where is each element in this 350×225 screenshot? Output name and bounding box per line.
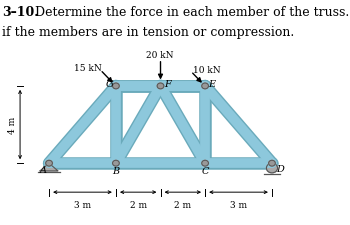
Text: 2 m: 2 m	[174, 200, 191, 209]
Text: F: F	[164, 80, 170, 89]
Text: D: D	[276, 165, 284, 174]
Circle shape	[113, 161, 119, 166]
Text: 20 kN: 20 kN	[146, 50, 173, 59]
Circle shape	[269, 161, 275, 166]
Text: C: C	[201, 167, 209, 176]
Text: 2 m: 2 m	[130, 200, 147, 209]
Circle shape	[266, 163, 278, 173]
Text: 3 m: 3 m	[74, 200, 91, 209]
Text: 3–10.: 3–10.	[2, 6, 39, 19]
Circle shape	[202, 161, 209, 166]
Text: 10 kN: 10 kN	[193, 65, 220, 74]
Text: 4 m: 4 m	[8, 116, 17, 134]
Circle shape	[46, 161, 52, 166]
Text: E: E	[208, 80, 215, 89]
Text: G: G	[105, 79, 113, 88]
Circle shape	[157, 84, 164, 89]
Polygon shape	[40, 163, 58, 171]
Text: A: A	[40, 166, 47, 175]
Circle shape	[202, 84, 209, 89]
Text: if the members are in tension or compression.: if the members are in tension or compres…	[2, 26, 294, 39]
Text: 15 kN: 15 kN	[74, 64, 102, 73]
Text: 3 m: 3 m	[230, 200, 247, 209]
Text: Determine the force in each member of the truss. State: Determine the force in each member of th…	[27, 6, 350, 19]
Text: B: B	[112, 167, 119, 176]
Circle shape	[113, 84, 119, 89]
